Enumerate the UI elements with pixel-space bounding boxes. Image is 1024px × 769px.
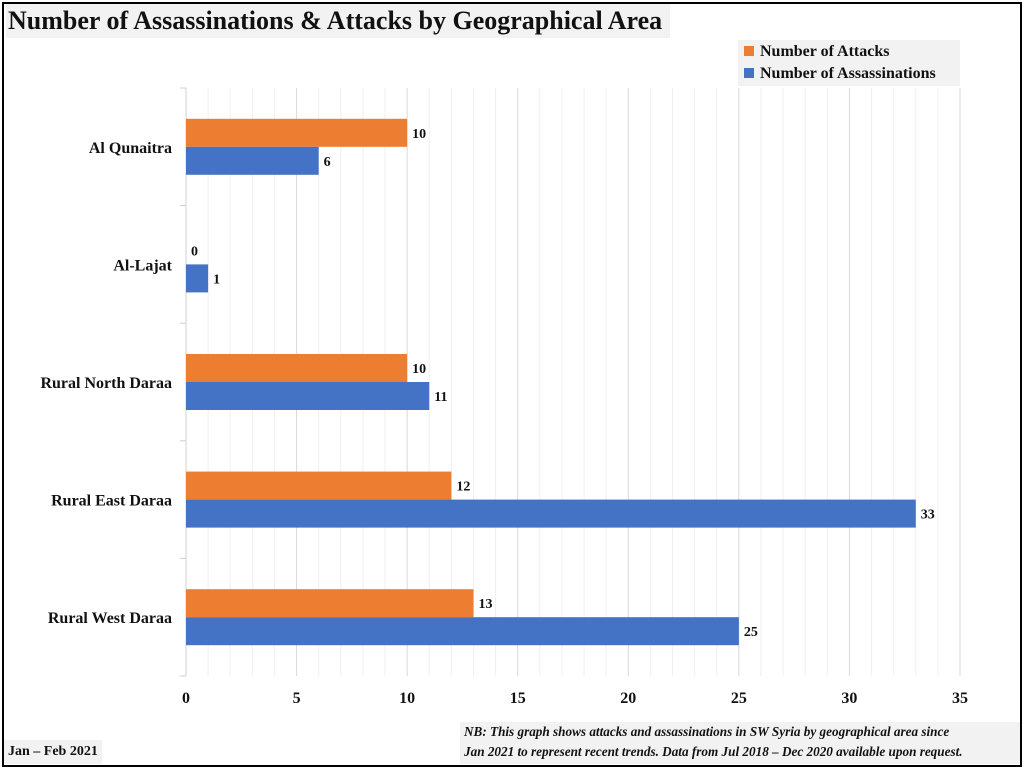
x-tick-label: 15 xyxy=(510,690,526,707)
x-tick-label: 5 xyxy=(293,690,301,707)
data-label-attacks: 10 xyxy=(412,127,426,142)
category-label: Rural East Daraa xyxy=(51,493,172,510)
x-tick-label: 25 xyxy=(731,690,747,707)
legend-label-assassinations: Number of Assassinations xyxy=(760,65,936,82)
x-tick-label: 30 xyxy=(841,690,857,707)
bar-attacks xyxy=(186,589,474,618)
category-label: Al Qunaitra xyxy=(89,140,172,157)
legend-label-attacks: Number of Attacks xyxy=(760,43,890,60)
legend-item-assassinations: Number of Assassinations xyxy=(744,64,936,84)
legend: Number of Attacks Number of Assassinatio… xyxy=(738,40,960,86)
bar-assassinations xyxy=(186,499,916,528)
period-label: Jan – Feb 2021 xyxy=(4,740,102,764)
bar-assassinations xyxy=(186,382,430,410)
data-label-assassinations: 1 xyxy=(213,272,220,287)
data-label-assassinations: 25 xyxy=(744,625,758,640)
legend-swatch-assassinations xyxy=(744,68,754,78)
chart-title: Number of Assassinations & Attacks by Ge… xyxy=(6,4,671,38)
bar-attacks xyxy=(186,471,452,500)
footnote-line-2: Jan 2021 to represent recent trends. Dat… xyxy=(464,744,963,759)
legend-item-attacks: Number of Attacks xyxy=(744,42,889,62)
category-label: Rural North Daraa xyxy=(40,375,172,392)
bar-attacks xyxy=(186,118,408,147)
data-label-attacks: 12 xyxy=(456,480,470,495)
data-label-assassinations: 11 xyxy=(434,390,447,405)
bar-attacks xyxy=(186,354,408,382)
x-tick-label: 10 xyxy=(399,690,415,707)
data-label-assassinations: 6 xyxy=(324,155,331,170)
category-label: Al-Lajat xyxy=(113,257,172,274)
data-label-attacks: 0 xyxy=(191,244,198,259)
legend-swatch-attacks xyxy=(744,46,754,56)
x-tick-label: 0 xyxy=(182,690,190,707)
x-tick-label: 35 xyxy=(952,690,968,707)
footnote: NB: This graph shows attacks and assassi… xyxy=(460,722,1020,764)
data-label-attacks: 13 xyxy=(478,597,492,612)
category-label: Rural West Daraa xyxy=(48,610,172,627)
bar-assassinations xyxy=(186,617,739,646)
data-label-assassinations: 33 xyxy=(921,508,935,523)
bar-assassinations xyxy=(186,146,319,175)
bar-assassinations xyxy=(186,264,209,293)
x-tick-label: 20 xyxy=(620,690,636,707)
data-label-attacks: 10 xyxy=(412,362,426,377)
footnote-line-1: NB: This graph shows attacks and assassi… xyxy=(464,724,950,739)
